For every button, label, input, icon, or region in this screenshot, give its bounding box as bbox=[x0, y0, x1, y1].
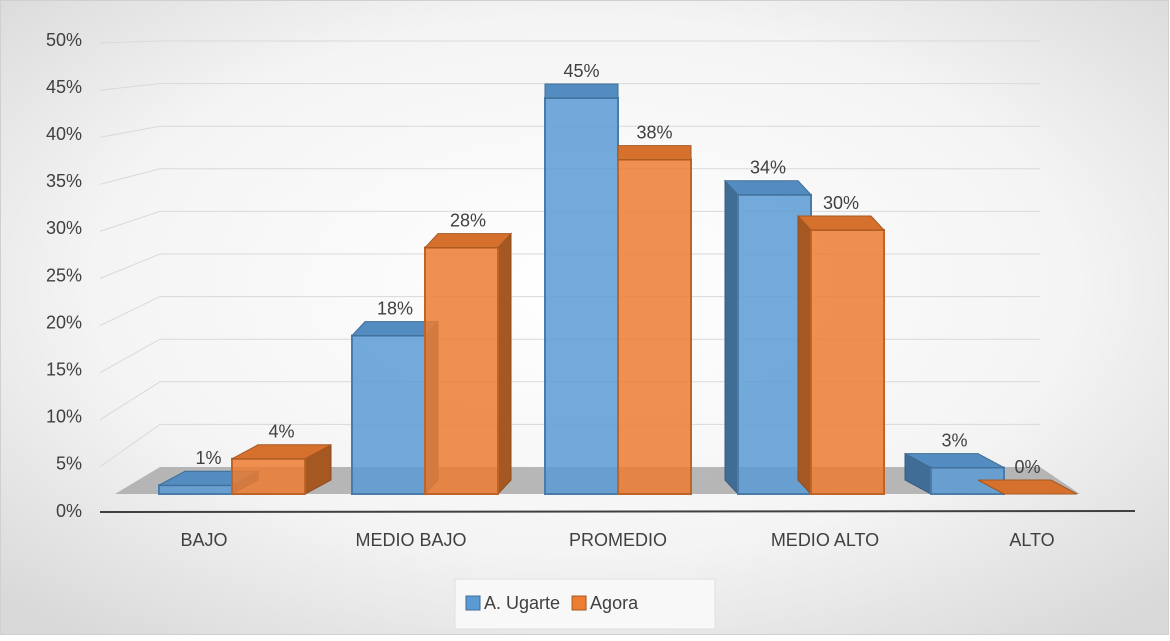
grid-line bbox=[99, 125, 1040, 138]
y-tick-label: 40% bbox=[46, 124, 82, 144]
bar-top bbox=[617, 145, 692, 161]
legend-swatch bbox=[571, 595, 587, 611]
legend-box bbox=[454, 578, 716, 630]
bar-side bbox=[497, 232, 512, 496]
grid-line bbox=[99, 40, 1040, 44]
data-label: 45% bbox=[563, 61, 599, 81]
data-label: 38% bbox=[636, 122, 672, 142]
data-label: 28% bbox=[450, 210, 486, 230]
data-label: 30% bbox=[823, 193, 859, 213]
y-tick-label: 25% bbox=[46, 265, 82, 285]
bar bbox=[351, 334, 426, 495]
y-tick-label: 15% bbox=[46, 359, 82, 379]
y-tick-label: 45% bbox=[46, 77, 82, 97]
y-tick-label: 0% bbox=[56, 501, 82, 521]
bar bbox=[231, 457, 306, 495]
bar-top bbox=[796, 215, 886, 231]
legend-label: Agora bbox=[590, 593, 639, 613]
x-tick-label: MEDIO ALTO bbox=[771, 530, 879, 550]
data-label: 18% bbox=[377, 298, 413, 318]
bar-top bbox=[544, 83, 619, 99]
y-tick-label: 10% bbox=[46, 407, 82, 427]
legend-label: A. Ugarte bbox=[484, 593, 560, 613]
data-label: 0% bbox=[1014, 457, 1040, 477]
x-tick-label: ALTO bbox=[1009, 530, 1054, 550]
x-tick-label: BAJO bbox=[180, 530, 227, 550]
y-tick-label: 30% bbox=[46, 218, 82, 238]
x-tick-label: MEDIO BAJO bbox=[355, 530, 466, 550]
grid-line bbox=[99, 83, 1040, 91]
y-tick-label: 5% bbox=[56, 454, 82, 474]
bar bbox=[617, 158, 692, 495]
grid-line bbox=[99, 168, 1040, 185]
bar-top bbox=[904, 453, 1005, 469]
y-tick-label: 20% bbox=[46, 312, 82, 332]
bar-side bbox=[724, 179, 739, 496]
data-label: 4% bbox=[268, 422, 294, 442]
bar bbox=[810, 229, 885, 495]
bar bbox=[424, 246, 499, 495]
bar bbox=[158, 484, 233, 496]
x-tick-label: PROMEDIO bbox=[569, 530, 667, 550]
bar-side bbox=[797, 214, 812, 496]
y-tick-label: 35% bbox=[46, 171, 82, 191]
bar-top bbox=[231, 444, 332, 460]
data-label: 3% bbox=[941, 430, 967, 450]
data-label: 34% bbox=[750, 158, 786, 178]
y-tick-label: 50% bbox=[46, 30, 82, 50]
bar-top bbox=[423, 233, 513, 249]
bar bbox=[544, 97, 619, 495]
bar-top bbox=[723, 180, 813, 196]
bar-top bbox=[977, 479, 1078, 495]
data-label: 1% bbox=[195, 448, 221, 468]
legend-swatch bbox=[465, 595, 481, 611]
floor-edge bbox=[99, 510, 1136, 513]
